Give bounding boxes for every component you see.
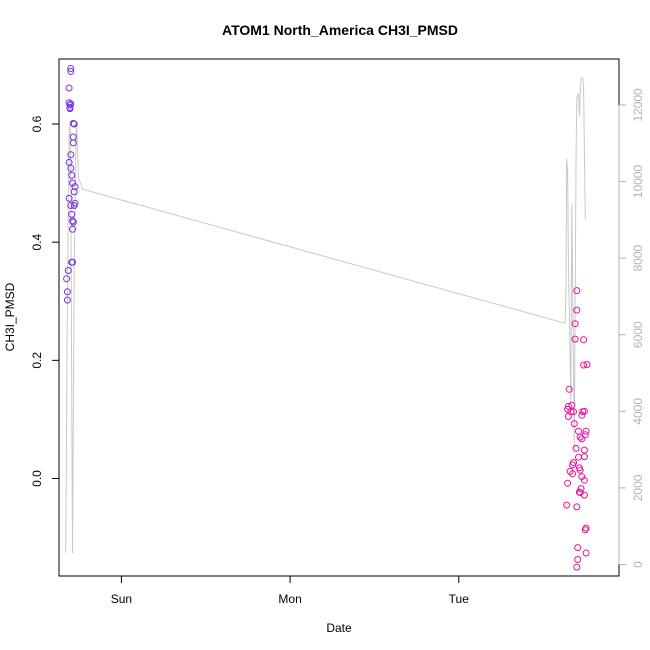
data-point	[573, 503, 581, 511]
x-axis-label: Date	[326, 621, 352, 635]
chart-title: ATOM1 North_America CH3I_PMSD	[222, 22, 458, 38]
data-point	[571, 320, 579, 328]
data-point	[563, 501, 571, 509]
altitude-line	[65, 77, 586, 554]
data-point	[580, 491, 588, 499]
plot-frame	[58, 58, 620, 577]
y2-tick-label: 6000	[631, 321, 645, 348]
data-point	[69, 218, 77, 226]
data-point	[70, 202, 78, 209]
y-tick-label: 0.6	[30, 115, 44, 132]
data-point	[570, 420, 578, 428]
x-tick-label: Sun	[111, 592, 132, 606]
x-tick-label: Mon	[278, 592, 301, 606]
data-point	[67, 67, 75, 75]
data-point	[582, 427, 590, 435]
y-tick-label: 0.2	[30, 352, 44, 369]
data-point	[66, 104, 74, 111]
data-point	[70, 188, 78, 196]
data-point	[580, 336, 588, 344]
data-point	[68, 258, 76, 266]
data-point	[63, 275, 71, 283]
data-point	[575, 453, 582, 461]
data-point	[576, 466, 584, 474]
data-point	[67, 100, 75, 108]
data-point	[582, 524, 590, 532]
data-point	[70, 120, 78, 128]
data-point	[575, 427, 582, 435]
data-point	[580, 407, 588, 415]
data-point	[63, 288, 71, 296]
data-point	[578, 435, 586, 443]
data-point	[581, 431, 589, 439]
data-point	[67, 151, 75, 159]
data-point	[573, 306, 581, 314]
data-point	[574, 544, 582, 552]
data-point	[582, 549, 590, 557]
data-point	[580, 476, 588, 484]
data-point	[67, 164, 75, 172]
data-point	[564, 479, 572, 487]
data-point	[68, 210, 76, 218]
y-axis-label: CH3I_PMSD	[3, 282, 17, 351]
data-point	[69, 133, 77, 141]
data-point	[577, 485, 585, 493]
data-point	[565, 385, 573, 393]
y-tick-label: 0.4	[30, 234, 44, 251]
data-point	[69, 139, 77, 147]
data-point	[69, 217, 76, 225]
y2-tick-label: 4000	[631, 398, 645, 425]
data-point	[567, 408, 575, 416]
data-point	[568, 401, 576, 409]
data-point	[580, 361, 588, 369]
data-point	[573, 287, 581, 295]
data-point	[68, 171, 76, 179]
data-point	[67, 202, 75, 209]
data-point	[572, 444, 580, 452]
y2-tick-label: 2000	[631, 474, 645, 501]
data-point	[573, 563, 581, 571]
data-point	[570, 408, 577, 416]
data-point	[580, 453, 588, 461]
data-point	[575, 488, 583, 496]
data-point	[63, 296, 71, 304]
y-tick-label: 0.0	[30, 470, 44, 487]
data-point	[67, 65, 75, 72]
data-point	[574, 556, 582, 563]
y2-tick-label: 12000	[631, 88, 645, 122]
data-point	[71, 183, 79, 191]
data-point	[65, 194, 73, 202]
y2-tick-label: 0	[631, 561, 645, 568]
data-point	[571, 335, 579, 343]
x-tick-label: Tue	[449, 592, 470, 606]
data-point	[69, 225, 76, 233]
data-point	[570, 459, 577, 467]
data-point	[65, 84, 73, 92]
data-point	[569, 470, 577, 478]
y2-tick-label: 8000	[631, 244, 645, 271]
data-point	[64, 267, 72, 274]
y2-tick-label: 10000	[631, 165, 645, 199]
data-point	[66, 101, 74, 109]
data-point	[580, 446, 588, 454]
data-point	[583, 361, 591, 368]
